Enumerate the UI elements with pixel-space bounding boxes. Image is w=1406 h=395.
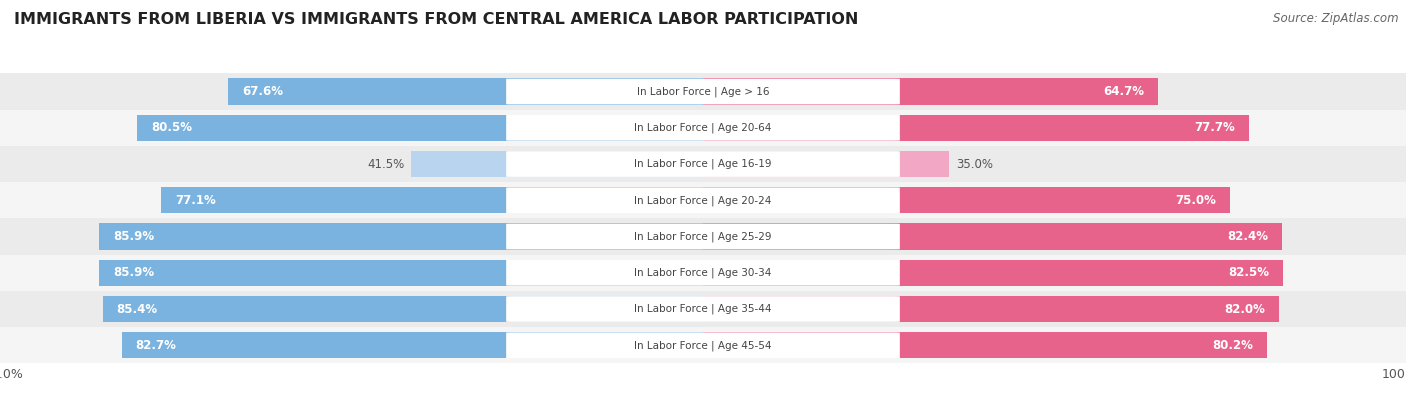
Text: In Labor Force | Age 35-44: In Labor Force | Age 35-44 [634, 304, 772, 314]
Bar [0, 255, 1406, 291]
Text: 82.0%: 82.0% [1225, 303, 1265, 316]
Text: In Labor Force | Age > 16: In Labor Force | Age > 16 [637, 86, 769, 97]
Text: 77.7%: 77.7% [1195, 121, 1236, 134]
Text: 77.1%: 77.1% [176, 194, 215, 207]
Bar [0, 218, 1406, 255]
Bar [703, 115, 1250, 141]
Text: 35.0%: 35.0% [956, 158, 993, 171]
Bar [703, 296, 1279, 322]
Text: IMMIGRANTS FROM LIBERIA VS IMMIGRANTS FROM CENTRAL AMERICA LABOR PARTICIPATION: IMMIGRANTS FROM LIBERIA VS IMMIGRANTS FR… [14, 12, 859, 27]
Text: 82.4%: 82.4% [1227, 230, 1268, 243]
Text: In Labor Force | Age 16-19: In Labor Force | Age 16-19 [634, 159, 772, 169]
FancyBboxPatch shape [506, 260, 900, 286]
Text: 67.6%: 67.6% [242, 85, 283, 98]
Bar [98, 224, 703, 250]
Bar [412, 151, 703, 177]
Bar [0, 327, 1406, 363]
FancyBboxPatch shape [506, 296, 900, 322]
Text: 64.7%: 64.7% [1102, 85, 1144, 98]
Text: 80.5%: 80.5% [150, 121, 193, 134]
FancyBboxPatch shape [506, 79, 900, 104]
Bar [0, 73, 1406, 110]
Text: Source: ZipAtlas.com: Source: ZipAtlas.com [1274, 12, 1399, 25]
Text: 82.7%: 82.7% [135, 339, 177, 352]
Text: 85.4%: 85.4% [117, 303, 157, 316]
FancyBboxPatch shape [506, 151, 900, 177]
Bar [98, 260, 703, 286]
Text: 82.5%: 82.5% [1227, 266, 1268, 279]
Text: In Labor Force | Age 45-54: In Labor Force | Age 45-54 [634, 340, 772, 350]
Text: 41.5%: 41.5% [367, 158, 405, 171]
Bar [0, 110, 1406, 146]
Bar [103, 296, 703, 322]
Text: 85.9%: 85.9% [112, 266, 155, 279]
Bar [703, 260, 1282, 286]
Text: In Labor Force | Age 20-24: In Labor Force | Age 20-24 [634, 195, 772, 205]
Bar [703, 79, 1159, 105]
Bar [0, 291, 1406, 327]
FancyBboxPatch shape [506, 224, 900, 249]
Bar [121, 332, 703, 358]
FancyBboxPatch shape [506, 115, 900, 141]
Text: In Labor Force | Age 25-29: In Labor Force | Age 25-29 [634, 231, 772, 242]
Text: 75.0%: 75.0% [1175, 194, 1216, 207]
Text: In Labor Force | Age 20-64: In Labor Force | Age 20-64 [634, 122, 772, 133]
FancyBboxPatch shape [506, 187, 900, 213]
Bar [703, 332, 1267, 358]
Text: 85.9%: 85.9% [112, 230, 155, 243]
FancyBboxPatch shape [506, 333, 900, 358]
Bar [703, 151, 949, 177]
Bar [162, 187, 703, 213]
Text: In Labor Force | Age 30-34: In Labor Force | Age 30-34 [634, 267, 772, 278]
Bar [0, 146, 1406, 182]
Bar [228, 79, 703, 105]
Text: 80.2%: 80.2% [1212, 339, 1253, 352]
Bar [0, 182, 1406, 218]
Bar [703, 187, 1230, 213]
Bar [703, 224, 1282, 250]
Bar [136, 115, 703, 141]
